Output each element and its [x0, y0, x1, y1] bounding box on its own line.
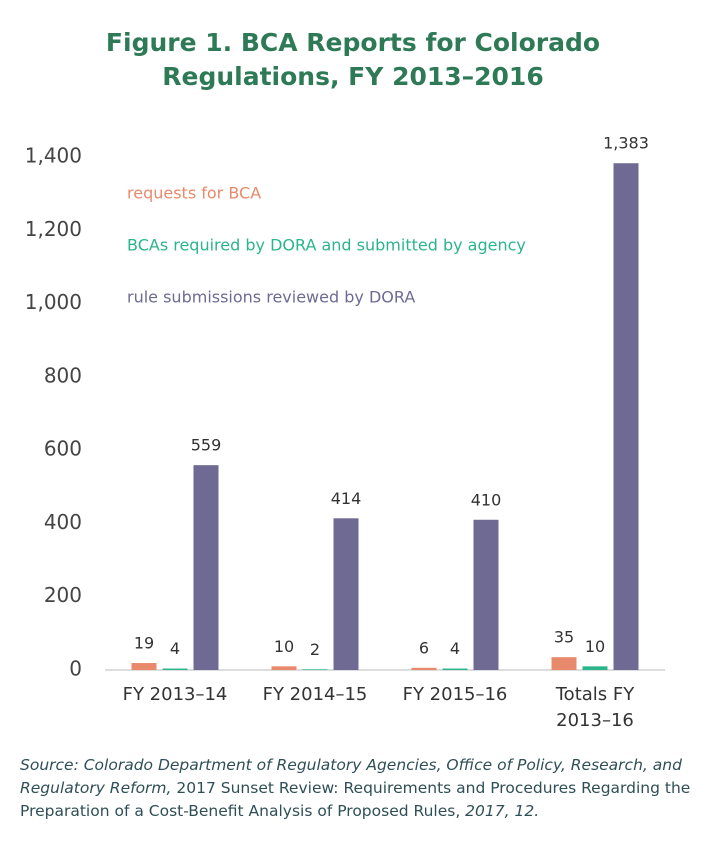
legend-entry: BCAs required by DORA and submitted by a…: [127, 236, 526, 255]
source-text: 2017, 12.: [460, 802, 540, 820]
y-tick-label: 0: [69, 657, 82, 681]
value-label: 10: [585, 637, 605, 656]
bar: [442, 668, 468, 670]
y-tick-label: 400: [44, 510, 82, 534]
value-label: 4: [170, 639, 180, 658]
value-label: 6: [419, 638, 429, 657]
value-label: 1,383: [603, 134, 649, 153]
source-text: 2017 Sunset Review: Requirements and Pro…: [20, 779, 691, 820]
y-tick-label: 1,000: [25, 290, 82, 314]
value-label: 559: [191, 436, 222, 455]
bar: [551, 657, 577, 670]
legend-entry: rule submissions reviewed by DORA: [127, 288, 415, 307]
source-text: Source: Colorado Department of Regulator…: [20, 756, 682, 797]
value-label: 410: [471, 490, 502, 509]
bar: [473, 519, 499, 670]
x-tick-label: FY 2013–14: [122, 684, 228, 705]
bar: [582, 666, 608, 670]
bar: [411, 667, 437, 670]
y-tick-label: 600: [44, 437, 82, 461]
bar: [333, 518, 359, 670]
x-tick-label: Totals FY 2013–16: [555, 684, 635, 731]
y-tick-label: 1,400: [25, 144, 82, 168]
bar: [302, 669, 328, 670]
bar: [193, 465, 219, 670]
y-tick-label: 1,200: [25, 217, 82, 241]
source-note: Source: Colorado Department of Regulator…: [20, 754, 700, 823]
bar: [271, 666, 297, 670]
bar: [131, 663, 157, 670]
x-tick-label: FY 2015–16: [402, 684, 508, 705]
chart-title: Regulations, FY 2013–2016: [162, 62, 544, 91]
value-label: 414: [331, 489, 362, 508]
y-tick-label: 200: [44, 583, 82, 607]
value-label: 35: [554, 628, 574, 647]
bar: [162, 668, 188, 670]
value-label: 10: [274, 637, 294, 656]
y-tick-label: 800: [44, 363, 82, 387]
bar: [613, 163, 639, 670]
value-label: 19: [134, 634, 154, 653]
value-label: 2: [310, 640, 320, 659]
value-label: 4: [450, 639, 460, 658]
legend-entry: requests for BCA: [127, 184, 261, 203]
x-tick-label: FY 2014–15: [262, 684, 368, 705]
chart-title: Figure 1. BCA Reports for Colorado: [105, 28, 601, 57]
